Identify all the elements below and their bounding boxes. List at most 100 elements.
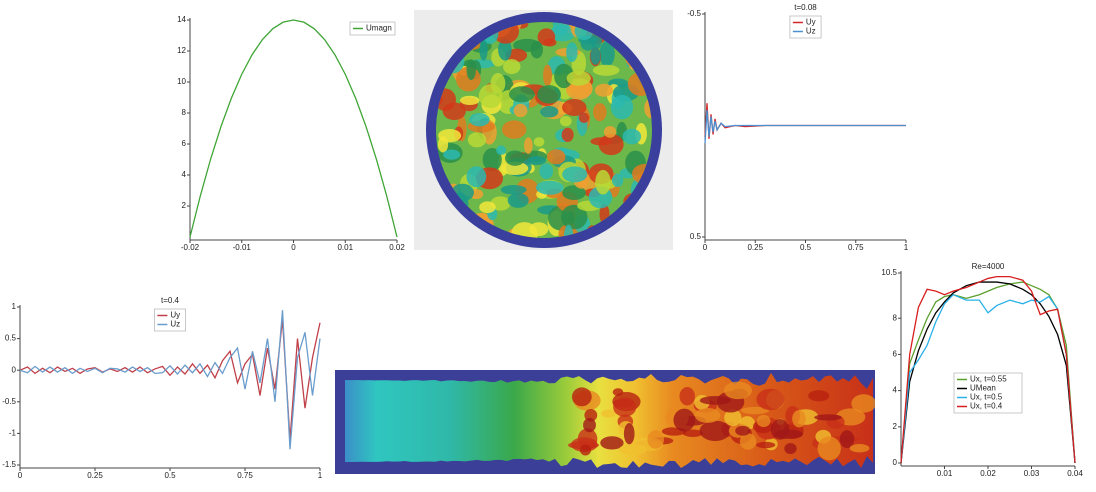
contour-blob [507,192,529,208]
chart-title: Re=4000 [972,262,1005,271]
contour-blob [851,394,875,413]
legend-label: Uz [170,320,180,329]
y-tick-label: 10 [177,77,186,86]
contour-blob [500,185,527,195]
contour-blob [583,417,596,433]
series-line [19,319,321,440]
contour-blob [530,41,543,59]
series-line [900,275,1076,464]
contour-blob [623,423,635,445]
contour-blob [479,201,496,214]
y-tick-label: 1 [12,302,17,311]
contour-blob [562,98,587,116]
contour-blob [501,161,529,176]
series-line [189,19,398,238]
x-tick-label: 0.01 [937,469,953,478]
contour-blob [600,436,624,450]
contour-blob [593,103,607,122]
contour-blob [562,166,588,183]
contour-blob [839,430,855,449]
x-tick-label: 0.01 [337,243,353,252]
contour-blob [784,443,797,454]
chart-title: t=0.4 [161,296,180,305]
legend-label: Ux, t=0.4 [970,402,1003,411]
x-tick-label: 0.75 [237,471,253,480]
contour-blob [479,39,488,61]
contour-blob [610,94,634,120]
contour-blob [603,125,617,138]
contour-blob [756,414,771,428]
contour-blob [496,145,507,155]
contour-blob [560,204,588,230]
x-tick-label: 0.02 [980,469,996,478]
contour-blob [594,83,613,97]
y-tick-label: 4 [182,170,187,179]
contour-blob [673,408,696,432]
contour-blob [502,59,521,75]
legend-box [153,308,186,332]
y-tick-label: 10.5 [881,268,897,277]
x-tick-label: 1 [318,471,323,480]
contour-blob [599,40,615,67]
series-line [900,293,1076,464]
x-tick-label: 0.25 [87,471,103,480]
contour-blob [613,397,637,417]
contour-blob [566,42,578,63]
contour-blob [539,163,554,179]
contour-blob [694,407,721,423]
y-tick-label: 0 [893,458,898,467]
contour-blob [808,390,830,402]
contour-blob [466,59,476,81]
contour-blob [547,149,566,165]
contour-blob [524,137,533,154]
legend-label: Uz [806,27,816,36]
y-tick-label: 0.5 [5,334,17,343]
contour-blob [699,420,731,442]
contour-blob [498,38,512,61]
contour-blob [527,155,547,166]
contour-blob [511,222,538,238]
contour-blob [469,112,490,127]
legend-label: Uy [806,18,816,27]
contour-blob [552,22,569,37]
contour-blob [756,441,776,449]
contour-blob [540,105,559,118]
contour-blob [723,381,753,400]
contour-blob [533,137,545,147]
y-tick-label: 6 [893,350,898,359]
x-tick-label: 0.5 [800,243,812,252]
contour-blob [562,185,586,201]
contour-blob [537,28,556,46]
y-tick-label: -1.5 [2,460,16,469]
x-tick-label: 0 [18,471,23,480]
series-line [900,281,1076,464]
contour-blob [611,173,624,187]
series-line [704,109,906,144]
contour-blob [578,112,590,123]
x-tick-label: -0.02 [181,243,200,252]
x-tick-label: 1 [904,243,909,252]
contour-blob [501,120,527,139]
contour-blob [598,133,624,156]
contour-blob [443,149,461,160]
chart-title: t=0.08 [794,3,817,12]
contour-blob [724,409,742,427]
series-line [704,103,906,139]
contour-blob [543,64,553,87]
contour-blob [592,64,620,76]
contour-blob [792,410,806,428]
legend-label: Umagn [366,24,392,33]
x-tick-label: 0 [703,243,708,252]
x-tick-label: 0.25 [747,243,763,252]
x-tick-label: 0 [291,243,296,252]
contour-blob [561,127,574,142]
contour-blob [490,72,506,94]
y-tick-label: 4 [893,386,898,395]
contour-blob [739,433,757,450]
y-tick-label: 2 [893,422,898,431]
contour-blob [537,85,562,104]
y-tick-label: -0.5 [687,9,701,18]
y-tick-label: 12 [177,46,186,55]
x-tick-label: 0.5 [164,471,176,480]
